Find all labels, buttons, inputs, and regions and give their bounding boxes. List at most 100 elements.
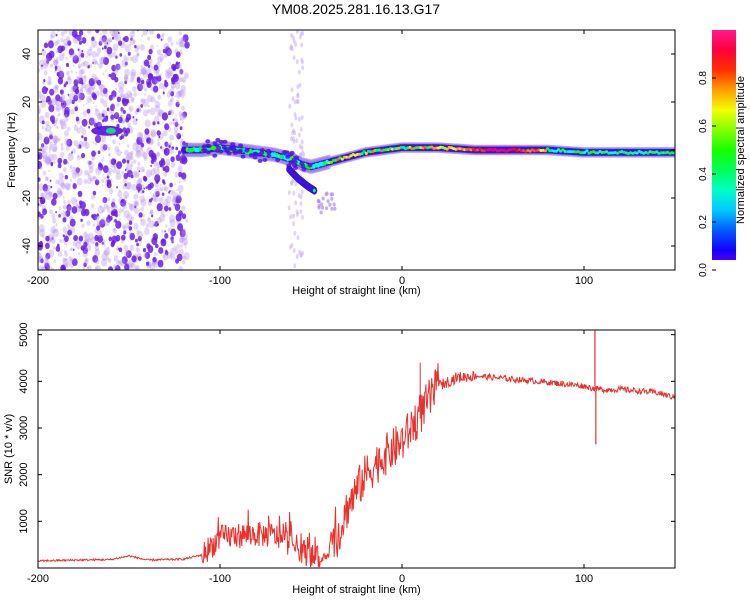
noise-speckle <box>95 105 97 108</box>
noise-speckle <box>72 183 77 189</box>
noise-speckle <box>49 141 53 147</box>
noise-speckle <box>118 247 123 253</box>
noise-speckle <box>153 167 160 175</box>
noise-speckle <box>63 200 66 205</box>
noise-speckle <box>45 120 50 127</box>
noise-speckle <box>163 214 166 218</box>
noise-speckle <box>84 259 89 265</box>
noise-speckle <box>137 256 142 262</box>
noise-speckle <box>117 190 123 198</box>
noise-speckle <box>109 39 113 43</box>
noise-speckle <box>48 190 53 196</box>
noise-speckle <box>60 45 65 52</box>
noise-speckle <box>99 84 106 93</box>
noise-speckle <box>62 257 66 263</box>
noise-speckle <box>126 152 133 161</box>
noise-speckle <box>120 107 124 112</box>
noise-speckle <box>70 70 73 73</box>
noise-speckle <box>63 83 67 88</box>
noise-speckle <box>75 55 78 59</box>
noise-speckle <box>66 204 72 211</box>
noise-speckle <box>111 64 117 72</box>
noise-speckle <box>175 213 182 222</box>
noise-speckle <box>61 126 64 130</box>
noise-speckle <box>162 254 166 259</box>
noise-speckle <box>130 68 137 77</box>
noise-speckle <box>56 71 60 77</box>
noise-speckle <box>126 113 132 121</box>
noise-speckle <box>152 121 156 126</box>
noise-speckle <box>102 144 108 151</box>
noise-speckle <box>41 86 48 95</box>
noise-speckle <box>147 109 150 114</box>
noise-speckle <box>47 249 55 258</box>
noise-speckle <box>110 114 115 120</box>
noise-speckle <box>181 236 185 242</box>
noise-speckle <box>157 138 160 142</box>
noise-speckle <box>143 187 146 190</box>
noise-speckle <box>84 84 91 92</box>
noise-stripe-speckle <box>293 230 297 236</box>
noise-speckle <box>136 136 143 145</box>
noise-speckle <box>78 98 82 103</box>
noise-speckle <box>167 48 173 56</box>
noise-speckle <box>45 252 51 260</box>
noise-speckle <box>152 256 157 263</box>
noise-stripe-speckle <box>296 235 300 241</box>
noise-speckle <box>184 246 187 249</box>
noise-speckle <box>51 235 55 241</box>
noise-speckle <box>179 229 186 238</box>
secondary-ridge-tail <box>325 191 329 196</box>
noise-speckle <box>106 179 111 185</box>
noise-speckle <box>135 150 142 159</box>
noise-speckle <box>144 93 146 96</box>
noise-speckle <box>138 132 144 139</box>
noise-speckle <box>38 111 41 115</box>
noise-speckle <box>151 214 154 218</box>
noise-speckle <box>122 37 126 41</box>
heatmap-area <box>38 30 675 270</box>
noise-speckle <box>62 217 67 223</box>
noise-stripe-speckle <box>299 201 303 207</box>
noise-speckle <box>79 36 84 42</box>
noise-speckle <box>170 239 174 243</box>
bottom-plot-frame <box>37 329 676 569</box>
noise-speckle <box>118 142 121 146</box>
noise-speckle <box>45 156 51 164</box>
noise-speckle <box>130 98 135 103</box>
noise-speckle <box>125 181 132 190</box>
noise-speckle <box>87 86 95 95</box>
noise-speckle <box>121 170 125 175</box>
noise-speckle <box>114 30 119 35</box>
ridge-flare <box>205 139 211 144</box>
noise-speckle <box>69 179 72 182</box>
noise-speckle <box>82 61 86 66</box>
noise-speckle <box>55 245 61 252</box>
noise-speckle <box>119 259 126 267</box>
noise-speckle <box>38 152 43 160</box>
noise-speckle <box>80 52 85 58</box>
ridge-flare <box>227 146 233 151</box>
noise-speckle <box>102 72 105 76</box>
ridge-flare <box>293 165 299 170</box>
noise-speckle <box>38 147 41 155</box>
noise-speckle <box>122 203 127 210</box>
secondary-ridge-tail <box>330 206 334 211</box>
noise-speckle <box>178 31 182 36</box>
noise-speckle <box>84 169 89 176</box>
noise-speckle <box>139 72 142 75</box>
noise-speckle <box>56 107 58 110</box>
noise-speckle <box>44 127 48 132</box>
noise-speckle <box>74 106 78 112</box>
ridge-core <box>554 149 558 153</box>
noise-speckle <box>154 260 158 265</box>
noise-speckle <box>73 140 79 147</box>
noise-speckle <box>135 144 143 153</box>
noise-speckle <box>73 94 79 102</box>
noise-speckle <box>96 52 100 57</box>
noise-speckle <box>138 212 143 218</box>
noise-speckle <box>114 63 120 72</box>
noise-speckle <box>181 105 185 111</box>
noise-stripe-speckle <box>293 99 297 105</box>
noise-speckle <box>181 76 187 83</box>
